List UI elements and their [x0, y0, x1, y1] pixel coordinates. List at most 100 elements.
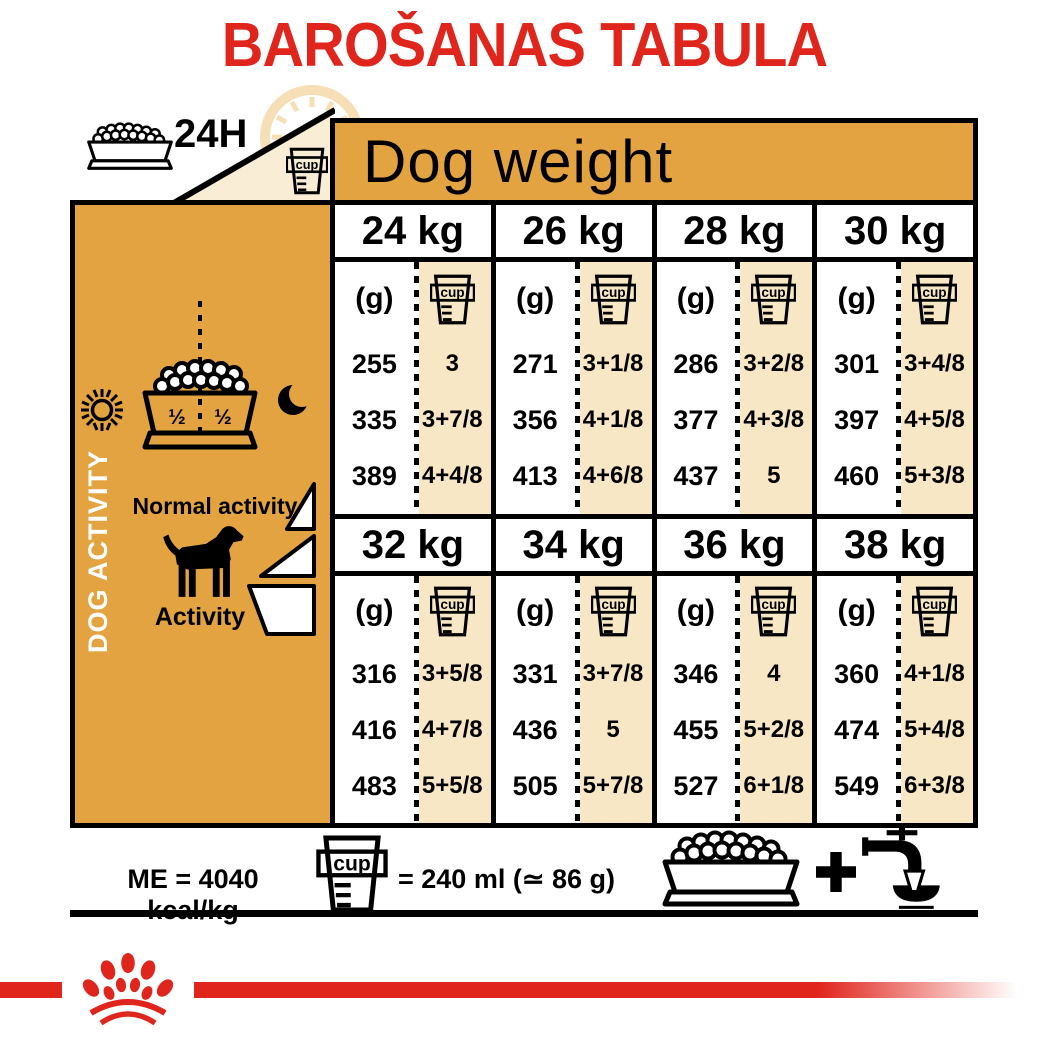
cup-icon: cup — [751, 586, 797, 636]
grams-header: (g) — [676, 282, 716, 315]
cups-value: 5 — [606, 716, 620, 743]
grams-value: 356 — [512, 404, 558, 435]
dotted-divider — [735, 262, 741, 514]
feeding-data-cell: (g) cup 346 4 455 5+2/8 527 6+1/8 — [656, 576, 813, 823]
feeding-data-cell: (g) cup 286 3+2/8 377 4+3/8 437 5 — [656, 262, 813, 514]
cup-icon: cup — [316, 835, 388, 913]
grams-value: 360 — [834, 658, 880, 689]
grams-value: 416 — [351, 714, 397, 745]
cups-value: 4+1/8 — [582, 406, 644, 433]
cups-value: 4+4/8 — [421, 462, 483, 489]
grams-value: 377 — [673, 404, 719, 435]
cup-icon: cup — [912, 586, 957, 636]
cups-value: 3+2/8 — [743, 350, 805, 377]
cup-icon: cup — [286, 147, 328, 195]
svg-text:cup: cup — [762, 597, 786, 612]
food-bowl-icon — [662, 830, 800, 907]
feeding-data-cell: (g) cup 301 3+4/8 397 4+5/8 460 5+3/8 — [817, 262, 973, 514]
cup-icon: cup — [912, 274, 957, 324]
weight-header: 28 kg — [656, 205, 813, 257]
cup-column-bg — [901, 576, 973, 823]
grams-header: (g) — [355, 594, 394, 627]
grams-value: 255 — [351, 348, 397, 379]
cup-icon: cup — [590, 274, 636, 324]
cups-value: 3+1/8 — [582, 350, 644, 377]
feeding-data-cell: (g) cup 255 3 335 3+7/8 389 4+4/8 — [335, 262, 491, 514]
svg-text:cup: cup — [440, 597, 464, 612]
sun-icon — [81, 389, 123, 431]
grams-value: 505 — [512, 770, 558, 801]
cups-value: 3 — [445, 350, 459, 377]
feeding-data-cell: (g) cup 360 4+1/8 474 5+4/8 549 6+3/8 — [817, 576, 973, 823]
cup-column-bg — [740, 576, 813, 823]
moon-icon — [278, 381, 315, 415]
cups-value: 5+7/8 — [582, 772, 644, 799]
feeding-data-cell: (g) cup 316 3+5/8 416 4+7/8 483 5+5/8 — [335, 576, 491, 823]
grams-value: 483 — [351, 770, 397, 801]
grams-value: 413 — [512, 460, 558, 491]
feeding-table: 24 kg 26 kg 28 kg 30 kg (g) cup 255 3 33… — [330, 200, 978, 828]
metabolizable-energy-label: ME = 4040 kcal/kg — [127, 864, 259, 925]
duration-label: 24H — [174, 112, 248, 156]
grams-header: (g) — [515, 282, 555, 315]
cups-value: 3+4/8 — [904, 350, 965, 377]
grams-header: (g) — [676, 594, 716, 627]
grams-header: (g) — [515, 594, 555, 627]
grams-value: 437 — [673, 460, 719, 491]
cups-value: 4 — [767, 660, 781, 687]
cups-value: 4+7/8 — [421, 716, 483, 743]
grams-value: 286 — [673, 348, 719, 379]
dotted-divider — [574, 576, 580, 823]
footer-divider — [70, 910, 978, 917]
grams-header: (g) — [837, 594, 876, 627]
dotted-divider — [413, 262, 419, 514]
cups-value: 6+1/8 — [743, 772, 805, 799]
split-ration-bowl-icon: ½ ½ — [142, 301, 258, 450]
grams-value: 389 — [351, 460, 397, 491]
cup-column-bg — [418, 576, 491, 823]
grams-value: 271 — [512, 348, 558, 379]
activity-label: Activity — [154, 603, 246, 631]
cups-value: 5+3/8 — [904, 462, 965, 489]
grams-value: 527 — [673, 770, 719, 801]
grams-header: (g) — [837, 282, 876, 315]
cup-column-bg — [579, 576, 652, 823]
header-diagonal — [164, 107, 335, 205]
cup-icon: cup — [429, 586, 475, 636]
grams-value: 331 — [512, 658, 558, 689]
weight-header: 36 kg — [656, 519, 813, 571]
weight-header: 30 kg — [817, 205, 973, 257]
dotted-divider — [735, 576, 741, 823]
cups-value: 4+6/8 — [582, 462, 644, 489]
svg-text:cup: cup — [440, 285, 464, 300]
weight-header: 24 kg — [335, 205, 491, 257]
dog-activity-axis-label: DOG ACTIVITY — [83, 449, 113, 653]
cups-value: 5+2/8 — [743, 716, 805, 743]
dotted-divider — [574, 262, 580, 514]
dotted-divider — [413, 576, 419, 823]
dog-activity-sidebar: ½ ½ DOG ACTIVITY Normal activity Activit… — [70, 200, 330, 828]
normal-activity-label: Normal activity — [132, 493, 298, 519]
half-right-label: ½ — [214, 406, 232, 429]
cups-value: 6+3/8 — [904, 772, 965, 799]
feeding-data-cell: (g) cup 271 3+1/8 356 4+1/8 413 4+6/8 — [495, 262, 652, 514]
royal-canin-paw-logo — [82, 953, 174, 1025]
svg-text:cup: cup — [333, 852, 371, 875]
grams-value: 301 — [834, 348, 880, 379]
svg-text:cup: cup — [601, 597, 625, 612]
cup-equals-label: = 240 ml (≃ 86 g) — [398, 864, 615, 894]
cup-icon: cup — [429, 274, 475, 324]
svg-text:cup: cup — [922, 285, 946, 300]
cups-value: 5 — [767, 462, 781, 489]
cups-value: 3+5/8 — [421, 660, 483, 687]
cup-column-bg — [740, 262, 813, 514]
cup-column-bg — [901, 262, 973, 514]
grams-value: 474 — [834, 714, 880, 745]
weight-header: 34 kg — [495, 519, 652, 571]
dog-silhouette-icon — [163, 526, 244, 597]
grams-value: 460 — [834, 460, 880, 491]
svg-text:cup: cup — [762, 285, 786, 300]
svg-text:cup: cup — [296, 157, 319, 172]
brand-stripe — [0, 982, 1049, 998]
